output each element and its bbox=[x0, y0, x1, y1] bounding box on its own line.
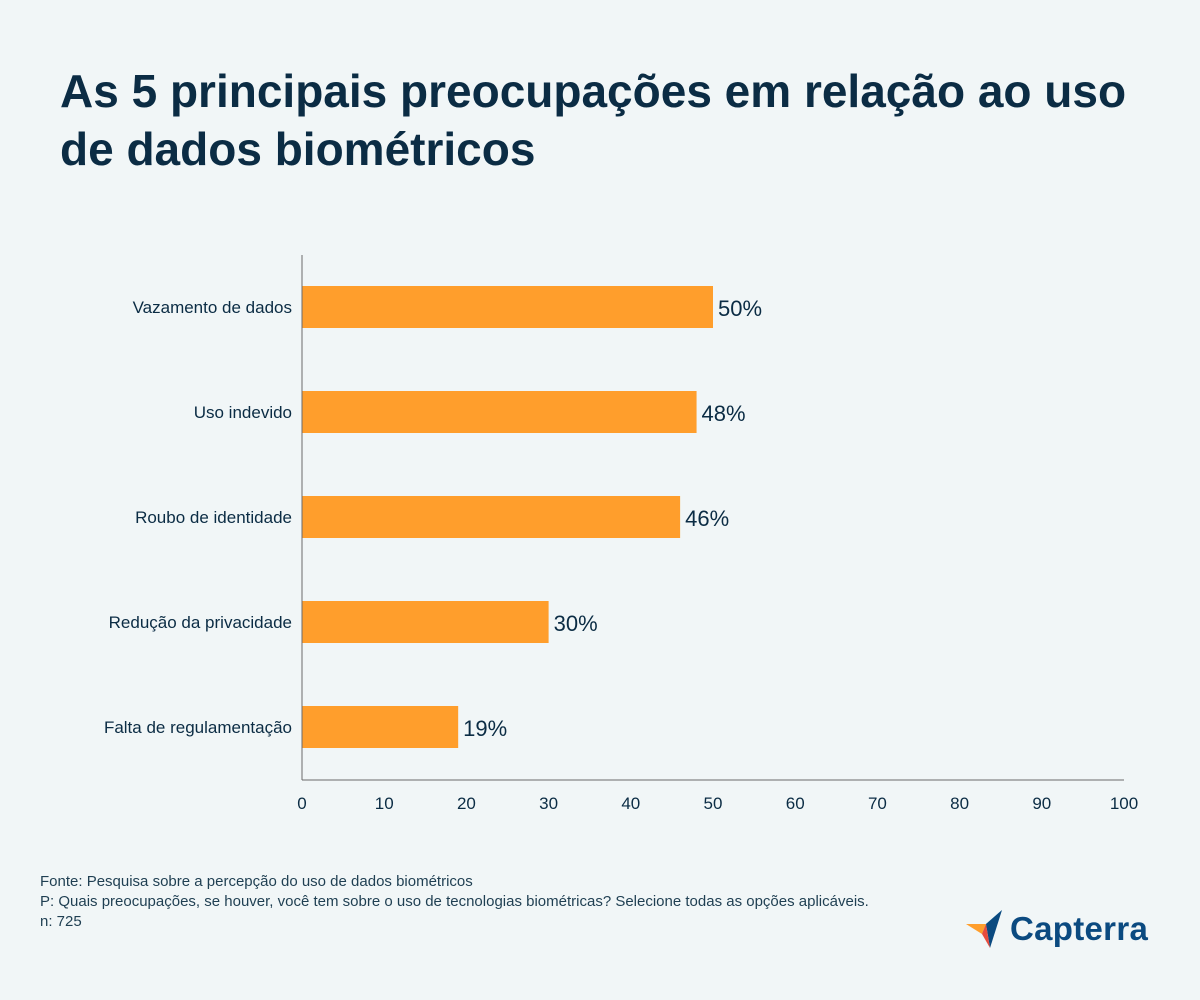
data-label: 48% bbox=[702, 401, 746, 426]
category-label: Vazamento de dados bbox=[133, 298, 292, 317]
data-label: 50% bbox=[718, 296, 762, 321]
data-label: 46% bbox=[685, 506, 729, 531]
capterra-logo: Capterra bbox=[966, 908, 1148, 950]
x-tick-label: 30 bbox=[539, 794, 558, 813]
x-tick-label: 100 bbox=[1110, 794, 1138, 813]
category-label: Redução da privacidade bbox=[109, 613, 292, 632]
category-label: Roubo de identidade bbox=[135, 508, 292, 527]
x-tick-label: 60 bbox=[786, 794, 805, 813]
footer-source: Fonte: Pesquisa sobre a percepção do uso… bbox=[40, 873, 473, 890]
category-label: Uso indevido bbox=[194, 403, 292, 422]
bar bbox=[302, 706, 459, 748]
x-tick-label: 20 bbox=[457, 794, 476, 813]
bar bbox=[302, 496, 681, 538]
capterra-logo-icon bbox=[966, 910, 1002, 948]
footer-question: P: Quais preocupações, se houver, você t… bbox=[40, 893, 869, 910]
data-label: 19% bbox=[463, 716, 507, 741]
x-tick-label: 50 bbox=[704, 794, 723, 813]
bar bbox=[302, 601, 549, 643]
capterra-logo-text: Capterra bbox=[1010, 910, 1149, 947]
x-tick-label: 90 bbox=[1032, 794, 1051, 813]
x-tick-label: 70 bbox=[868, 794, 887, 813]
x-tick-label: 80 bbox=[950, 794, 969, 813]
bar bbox=[302, 391, 697, 433]
x-tick-label: 10 bbox=[375, 794, 394, 813]
chart-footer: Fonte: Pesquisa sobre a percepção do uso… bbox=[40, 872, 900, 932]
x-tick-label: 40 bbox=[621, 794, 640, 813]
bar-chart: Vazamento de dados 50% Uso indevido 48% Roub… bbox=[104, 255, 1138, 813]
category-label: Falta de regulamentação bbox=[104, 718, 292, 737]
chart-title: As 5 principais preocupações em relação … bbox=[60, 65, 1127, 175]
data-label: 30% bbox=[554, 611, 598, 636]
footer-sample: n: 725 bbox=[40, 913, 82, 930]
x-tick-label: 0 bbox=[297, 794, 306, 813]
bar bbox=[302, 286, 713, 328]
